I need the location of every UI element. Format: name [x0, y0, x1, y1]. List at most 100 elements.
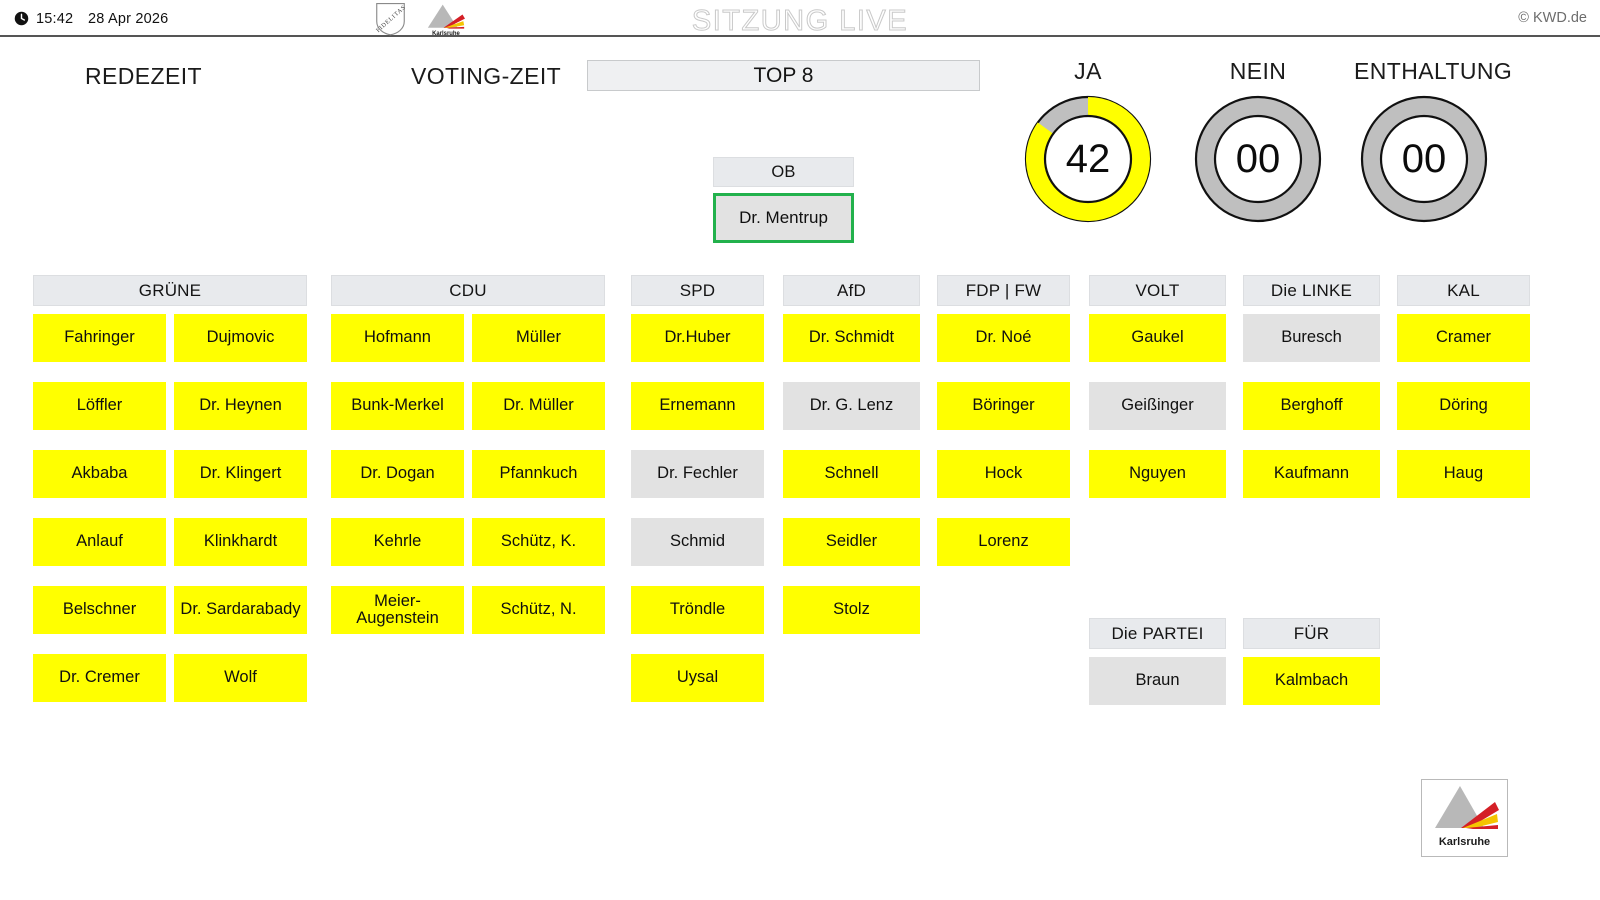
party-members: Braun	[1089, 657, 1226, 705]
copyright-label: © KWD.de	[1518, 10, 1587, 26]
party-header: FDP | FW	[937, 275, 1070, 306]
member-seat[interactable]: Cramer	[1397, 314, 1530, 362]
party-block: SPD Dr.Huber Ernemann Dr. Fechler Schmid Trön…	[631, 275, 764, 702]
member-seat[interactable]: Stolz	[783, 586, 920, 634]
party-members: Buresch Berghoff Kaufmann	[1243, 314, 1380, 498]
party-header: GRÜNE	[33, 275, 307, 306]
member-seat[interactable]: Dr. Schmidt	[783, 314, 920, 362]
member-seat[interactable]: Dr. Dogan	[331, 450, 464, 498]
member-seat[interactable]: Lorenz	[937, 518, 1070, 566]
member-seat[interactable]: Haug	[1397, 450, 1530, 498]
member-seat[interactable]: Anlauf	[33, 518, 166, 566]
member-column: Kalmbach	[1243, 657, 1380, 705]
member-seat[interactable]: Bunk-Merkel	[331, 382, 464, 430]
member-seat[interactable]: Dr. Heynen	[174, 382, 307, 430]
member-seat[interactable]: Meier-Augenstein	[331, 586, 464, 634]
member-seat[interactable]: Hofmann	[331, 314, 464, 362]
karlsruhe-coat-of-arms-icon: FIDELITAS	[376, 3, 407, 36]
member-seat[interactable]: Tröndle	[631, 586, 764, 634]
party-block: AfD Dr. Schmidt Dr. G. Lenz Schnell Seidler S…	[783, 275, 920, 634]
member-seat[interactable]: Döring	[1397, 382, 1530, 430]
member-seat[interactable]: Schmid	[631, 518, 764, 566]
party-header: Die PARTEI	[1089, 618, 1226, 649]
party-members: Kalmbach	[1243, 657, 1380, 705]
member-seat[interactable]: Dr. Fechler	[631, 450, 764, 498]
party-header: SPD	[631, 275, 764, 306]
gauge-enthaltung: ENTHALTUNG 00	[1354, 58, 1513, 227]
member-column: Dujmovic Dr. Heynen Dr. Klingert Klinkhardt…	[174, 314, 307, 702]
svg-text:Karlsruhe: Karlsruhe	[432, 31, 460, 36]
member-column: Fahringer Löffler Akbaba Anlauf Belschner Dr.…	[33, 314, 166, 702]
member-seat[interactable]: Akbaba	[33, 450, 166, 498]
member-column: Gaukel Geißinger Nguyen	[1089, 314, 1226, 498]
member-seat[interactable]: Belschner	[33, 586, 166, 634]
party-block: FÜR Kalmbach	[1243, 618, 1380, 705]
member-seat[interactable]: Dr. Cremer	[33, 654, 166, 702]
gauge-ja-ring	[1024, 95, 1152, 223]
party-block: Die LINKE Buresch Berghoff Kaufmann	[1243, 275, 1380, 498]
gauge-enthaltung-label: ENTHALTUNG	[1354, 58, 1513, 84]
party-members: Gaukel Geißinger Nguyen	[1089, 314, 1226, 498]
member-seat[interactable]: Wolf	[174, 654, 307, 702]
member-seat[interactable]: Nguyen	[1089, 450, 1226, 498]
gauge-nein-ring	[1194, 95, 1322, 223]
member-seat[interactable]: Dr. Noé	[937, 314, 1070, 362]
party-header: KAL	[1397, 275, 1530, 306]
member-seat[interactable]: Uysal	[631, 654, 764, 702]
gauge-nein-label: NEIN	[1229, 58, 1287, 84]
member-column: Buresch Berghoff Kaufmann	[1243, 314, 1380, 498]
party-members: Dr. Schmidt Dr. G. Lenz Schnell Seidler Stol…	[783, 314, 920, 634]
member-seat[interactable]: Gaukel	[1089, 314, 1226, 362]
member-seat[interactable]: Kalmbach	[1243, 657, 1380, 705]
member-seat[interactable]: Schnell	[783, 450, 920, 498]
member-seat[interactable]: Schütz, N.	[472, 586, 605, 634]
member-seat[interactable]: Pfannkuch	[472, 450, 605, 498]
member-seat[interactable]: Dr. G. Lenz	[783, 382, 920, 430]
gauge-ja-value: 42	[1065, 136, 1111, 181]
party-members: Cramer Döring Haug	[1397, 314, 1530, 498]
party-header: Die LINKE	[1243, 275, 1380, 306]
karlsruhe-logo-icon	[1434, 786, 1499, 829]
top-bar: 15:42 28 Apr 2026 FIDELITAS Karlsruhe SI…	[0, 0, 1600, 38]
karlsruhe-logo-icon: Karlsruhe	[427, 4, 465, 36]
member-column: Müller Dr. Müller Pfannkuch Schütz, K. Schüt…	[472, 314, 605, 634]
party-block: KAL Cramer Döring Haug	[1397, 275, 1530, 498]
member-seat[interactable]: Kaufmann	[1243, 450, 1380, 498]
gauge-enthaltung-value: 00	[1401, 136, 1447, 181]
party-block: FDP | FW Dr. Noé Böringer Hock Lorenz	[937, 275, 1070, 566]
karlsruhe-footer-logo: Karlsruhe	[1421, 779, 1508, 857]
member-seat[interactable]: Dr. Sardarabady	[174, 586, 307, 634]
member-column: Hofmann Bunk-Merkel Dr. Dogan Kehrle Meier-A…	[331, 314, 464, 634]
member-seat[interactable]: Klinkhardt	[174, 518, 307, 566]
member-seat[interactable]: Hock	[937, 450, 1070, 498]
member-seat[interactable]: Böringer	[937, 382, 1070, 430]
member-seat[interactable]: Löffler	[33, 382, 166, 430]
party-members: Dr. Noé Böringer Hock Lorenz	[937, 314, 1070, 566]
gauge-enthaltung-ring	[1360, 95, 1488, 223]
party-members: Fahringer Löffler Akbaba Anlauf Belschner Dr.…	[33, 314, 307, 702]
gauge-nein: NEIN 00	[1188, 58, 1328, 227]
party-block: GRÜNE Fahringer Löffler Akbaba Anlauf Belschn…	[33, 275, 307, 702]
member-column: Braun	[1089, 657, 1226, 705]
ob-block: OB Dr. Mentrup	[713, 157, 854, 243]
member-seat[interactable]: Dr.Huber	[631, 314, 764, 362]
member-seat[interactable]: Dr. Müller	[472, 382, 605, 430]
member-seat[interactable]: Schütz, K.	[472, 518, 605, 566]
member-seat[interactable]: Kehrle	[331, 518, 464, 566]
member-seat[interactable]: Fahringer	[33, 314, 166, 362]
party-header: AfD	[783, 275, 920, 306]
member-seat[interactable]: Buresch	[1243, 314, 1380, 362]
member-seat[interactable]: Ernemann	[631, 382, 764, 430]
party-block: CDU Hofmann Bunk-Merkel Dr. Dogan Kehrle Meie…	[331, 275, 605, 634]
member-seat[interactable]: Seidler	[783, 518, 920, 566]
member-column: Cramer Döring Haug	[1397, 314, 1530, 498]
member-seat[interactable]: Müller	[472, 314, 605, 362]
redezeit-label: REDEZEIT	[85, 63, 202, 89]
member-seat[interactable]: Geißinger	[1089, 382, 1226, 430]
member-seat[interactable]: Braun	[1089, 657, 1226, 705]
member-seat[interactable]: Dujmovic	[174, 314, 307, 362]
current-top-item[interactable]: TOP 8	[587, 60, 980, 91]
member-seat[interactable]: Dr. Klingert	[174, 450, 307, 498]
ob-member[interactable]: Dr. Mentrup	[713, 193, 854, 243]
member-seat[interactable]: Berghoff	[1243, 382, 1380, 430]
